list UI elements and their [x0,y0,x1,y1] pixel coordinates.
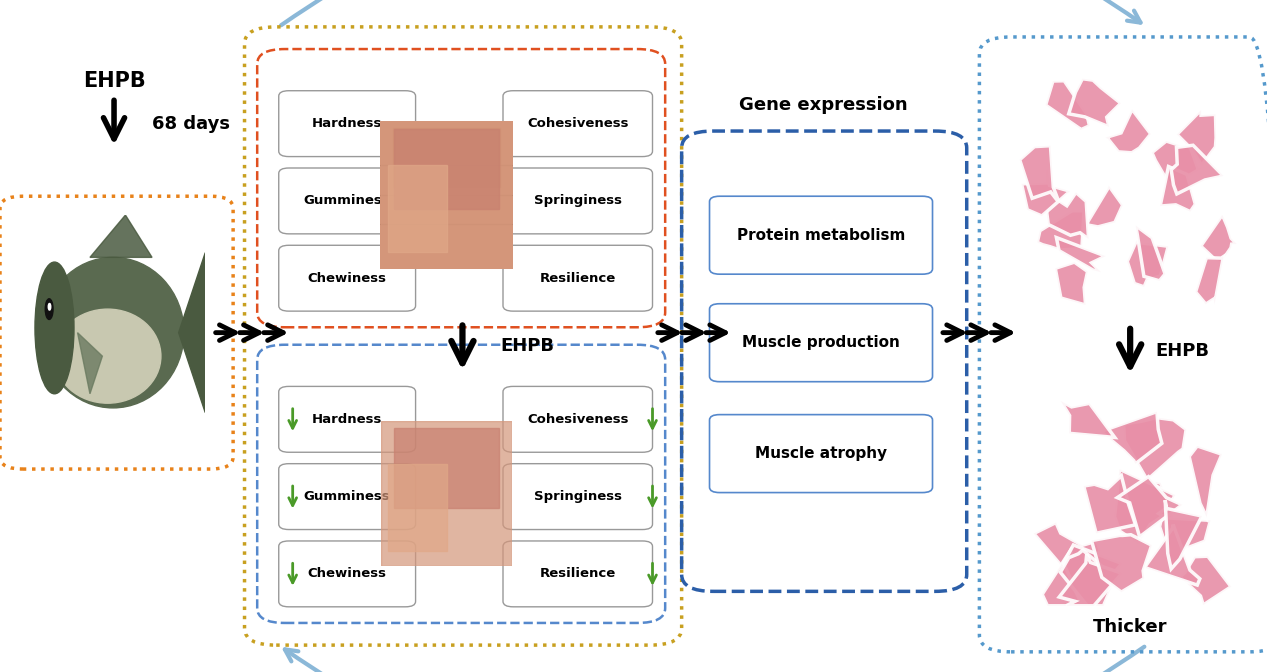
Text: EHPB: EHPB [1156,342,1210,360]
FancyBboxPatch shape [279,91,416,157]
FancyBboxPatch shape [503,91,653,157]
FancyBboxPatch shape [710,415,933,493]
FancyBboxPatch shape [503,386,653,452]
Text: Hardness: Hardness [312,413,383,426]
Text: EHPB: EHPB [82,71,146,91]
Text: Thicker: Thicker [1093,618,1167,636]
FancyBboxPatch shape [279,541,416,607]
Text: Resilience: Resilience [540,567,616,581]
FancyBboxPatch shape [503,464,653,530]
FancyBboxPatch shape [503,168,653,234]
Text: Gumminess: Gumminess [304,194,390,208]
Text: Muscle production: Muscle production [742,335,900,350]
Text: Cohesiveness: Cohesiveness [527,413,628,426]
Text: Hardness: Hardness [312,117,383,130]
Text: Chewiness: Chewiness [308,271,386,285]
FancyBboxPatch shape [503,541,653,607]
FancyBboxPatch shape [710,304,933,382]
Text: Gene expression: Gene expression [739,96,908,114]
FancyBboxPatch shape [503,245,653,311]
FancyArrowPatch shape [285,646,1144,672]
Text: EHPB: EHPB [500,337,555,355]
Text: Resilience: Resilience [540,271,616,285]
Text: 68 days: 68 days [152,116,231,133]
FancyBboxPatch shape [279,464,416,530]
FancyBboxPatch shape [279,168,416,234]
Text: Protein metabolism: Protein metabolism [737,228,905,243]
Text: Springiness: Springiness [533,490,622,503]
Text: Springiness: Springiness [533,194,622,208]
Text: Cohesiveness: Cohesiveness [527,117,628,130]
FancyArrowPatch shape [281,0,1140,26]
FancyBboxPatch shape [279,245,416,311]
Text: Muscle atrophy: Muscle atrophy [755,446,887,461]
Text: Chewiness: Chewiness [308,567,386,581]
FancyBboxPatch shape [710,196,933,274]
Text: Gumminess: Gumminess [304,490,390,503]
FancyBboxPatch shape [279,386,416,452]
